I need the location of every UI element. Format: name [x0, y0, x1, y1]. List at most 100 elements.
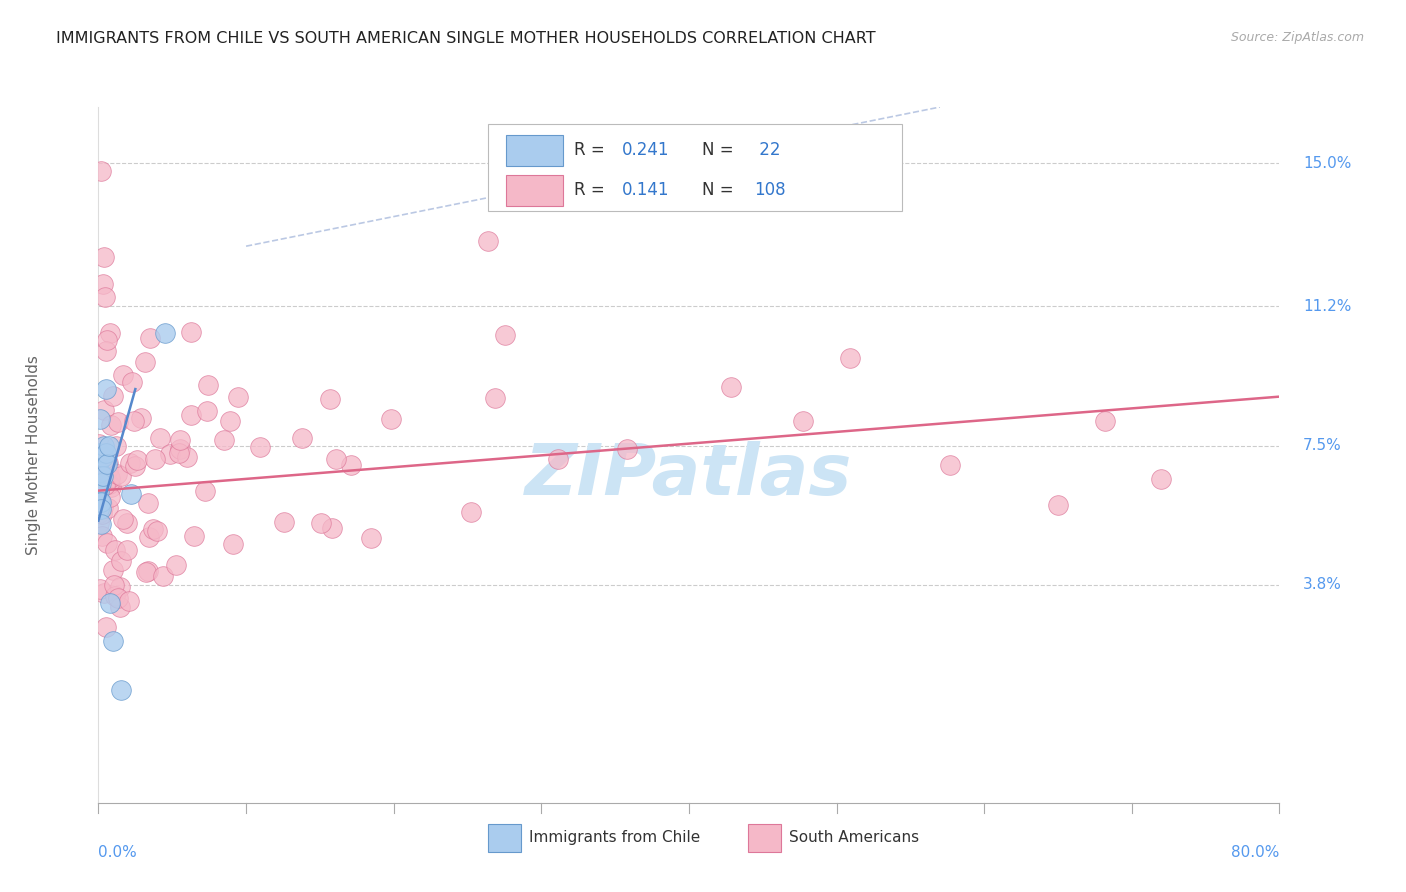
- Point: [104, 589, 127, 603]
- Point: [460, 505, 482, 519]
- Point: [180, 325, 202, 339]
- Point: [110, 600, 132, 615]
- Point: [249, 440, 271, 454]
- Point: [118, 456, 141, 470]
- Point: [97, 477, 120, 491]
- Point: [103, 634, 125, 648]
- Point: [112, 368, 135, 383]
- Point: [90, 517, 112, 532]
- Point: [1094, 413, 1116, 427]
- Point: [90, 476, 112, 491]
- Point: [97, 456, 120, 470]
- Point: [87, 483, 110, 498]
- Point: [100, 418, 122, 433]
- Point: [105, 467, 128, 481]
- Text: R =: R =: [575, 141, 610, 160]
- Point: [139, 331, 162, 345]
- Text: 22: 22: [754, 141, 780, 160]
- Point: [90, 495, 112, 509]
- Text: 0.241: 0.241: [621, 141, 669, 160]
- Point: [91, 450, 114, 464]
- Point: [94, 446, 117, 460]
- Point: [94, 382, 117, 396]
- Point: [89, 582, 111, 597]
- Point: [212, 433, 235, 447]
- Point: [93, 290, 115, 304]
- Point: [89, 412, 111, 426]
- Text: 0.141: 0.141: [621, 181, 669, 199]
- Point: [169, 433, 191, 447]
- Point: [319, 392, 342, 406]
- Point: [219, 414, 242, 428]
- Point: [90, 508, 112, 522]
- Point: [167, 446, 190, 460]
- Point: [1150, 472, 1173, 486]
- Point: [96, 458, 118, 472]
- Point: [98, 490, 121, 504]
- Text: R =: R =: [575, 181, 610, 199]
- Point: [143, 451, 166, 466]
- Point: [1046, 499, 1069, 513]
- Point: [91, 500, 114, 515]
- Point: [273, 515, 295, 529]
- Point: [89, 475, 111, 490]
- Point: [311, 516, 333, 531]
- Point: [90, 502, 112, 516]
- Point: [129, 410, 152, 425]
- Point: [104, 439, 127, 453]
- Text: 80.0%: 80.0%: [1232, 845, 1279, 860]
- Point: [165, 558, 187, 573]
- Point: [110, 468, 132, 483]
- Text: N =: N =: [702, 181, 738, 199]
- Point: [91, 453, 114, 467]
- Point: [98, 597, 121, 611]
- Text: ZIPatlas: ZIPatlas: [526, 442, 852, 510]
- Point: [125, 453, 148, 467]
- Point: [89, 456, 111, 470]
- Point: [839, 351, 862, 365]
- Point: [98, 470, 121, 484]
- Text: Single Mother Households: Single Mother Households: [25, 355, 41, 555]
- Point: [89, 502, 111, 516]
- Point: [169, 442, 191, 457]
- Point: [124, 458, 146, 473]
- Point: [226, 390, 249, 404]
- Point: [135, 565, 157, 579]
- Bar: [506, 175, 562, 205]
- Point: [100, 481, 122, 495]
- Point: [101, 563, 124, 577]
- Point: [121, 375, 143, 389]
- Point: [89, 437, 111, 451]
- Point: [103, 577, 125, 591]
- Point: [89, 516, 111, 530]
- Point: [110, 683, 132, 698]
- Point: [91, 451, 114, 466]
- Point: [89, 495, 111, 509]
- Text: 7.5%: 7.5%: [1303, 438, 1341, 453]
- Point: [197, 378, 219, 392]
- Point: [792, 414, 814, 428]
- Point: [195, 404, 218, 418]
- Point: [547, 452, 569, 467]
- Point: [152, 569, 174, 583]
- Point: [117, 542, 139, 557]
- Point: [94, 620, 117, 634]
- Point: [96, 535, 118, 549]
- Point: [101, 389, 124, 403]
- Text: Immigrants from Chile: Immigrants from Chile: [530, 830, 700, 846]
- Point: [89, 446, 111, 460]
- Point: [91, 528, 114, 542]
- Point: [107, 415, 129, 429]
- Point: [108, 580, 131, 594]
- Point: [97, 500, 120, 515]
- Point: [183, 529, 205, 543]
- Point: [477, 235, 499, 249]
- Point: [321, 521, 343, 535]
- Text: South Americans: South Americans: [789, 830, 920, 846]
- Text: Source: ZipAtlas.com: Source: ZipAtlas.com: [1230, 31, 1364, 45]
- Point: [616, 442, 638, 457]
- Point: [93, 585, 115, 599]
- Point: [98, 326, 121, 340]
- Point: [159, 447, 181, 461]
- Point: [939, 458, 962, 473]
